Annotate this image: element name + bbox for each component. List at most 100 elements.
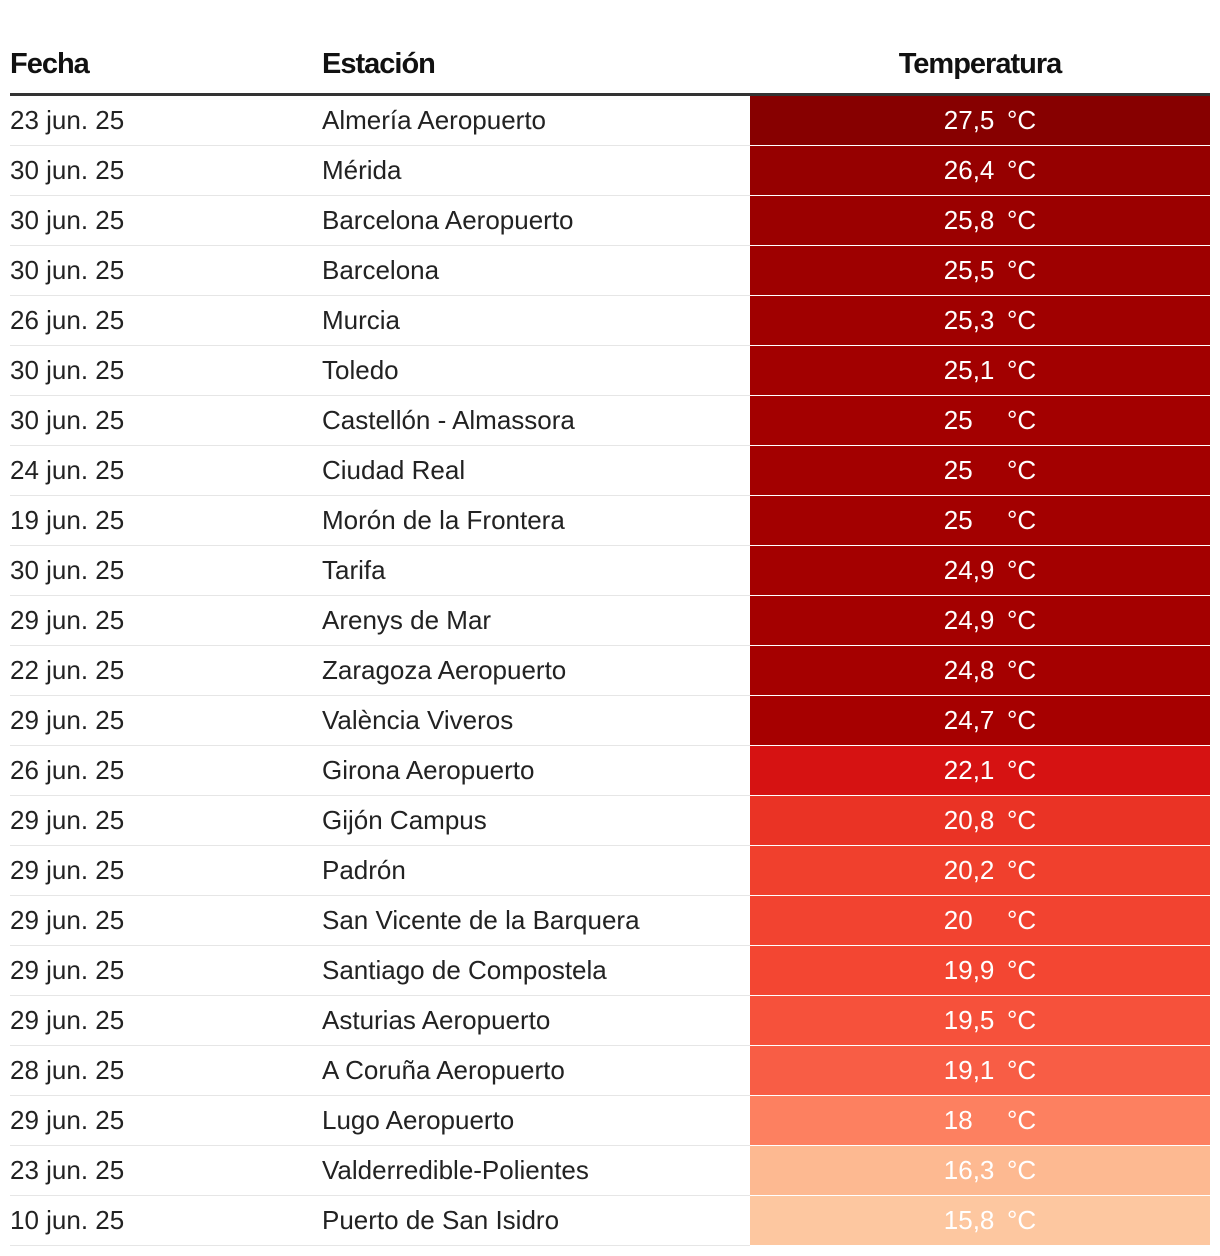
temperature-value: 27,5 °C [944, 105, 1036, 136]
temperature-value: 26,4 °C [944, 155, 1036, 186]
temperature-number: 24,8 [943, 655, 995, 685]
cell-estacion: Barcelona Aeropuerto [322, 195, 750, 246]
cell-temperatura: 19,5 °C [750, 995, 1210, 1046]
temperature-value: 25,8 °C [944, 205, 1036, 236]
cell-estacion: Zaragoza Aeropuerto [322, 645, 750, 696]
cell-fecha: 29 jun. 25 [10, 795, 322, 846]
temperature-number: 20,2 [943, 855, 995, 885]
table-header: Fecha Estación Temperatura [10, 36, 1210, 96]
cell-estacion: Lugo Aeropuerto [322, 1095, 750, 1146]
temperature-unit: °C [1007, 455, 1037, 485]
cell-temperatura: 25,3 °C [750, 295, 1210, 346]
cell-fecha: 24 jun. 25 [10, 445, 322, 496]
cell-temperatura: 24,7 °C [750, 695, 1210, 746]
table-row: 30 jun. 25 Mérida 26,4 °C [10, 145, 1210, 196]
cell-estacion: Valderredible-Polientes [322, 1145, 750, 1196]
temperature-value: 24,9 °C [944, 605, 1036, 636]
table-row: 29 jun. 25 Padrón 20,2 °C [10, 845, 1210, 896]
table-row: 29 jun. 25 Santiago de Compostela 19,9 °C [10, 945, 1210, 996]
cell-temperatura: 27,5 °C [750, 94, 1210, 146]
cell-temperatura: 25,8 °C [750, 195, 1210, 246]
temperature-value: 25,3 °C [944, 305, 1036, 336]
temperature-table-container: Fecha Estación Temperatura 23 jun. 25 Alm… [10, 36, 1210, 1246]
cell-fecha: 30 jun. 25 [10, 395, 322, 446]
cell-temperatura: 24,9 °C [750, 545, 1210, 596]
temperature-unit: °C [1007, 505, 1037, 535]
column-header-estacion[interactable]: Estación [322, 36, 750, 96]
table-row: 30 jun. 25 Barcelona 25,5 °C [10, 245, 1210, 296]
temperature-value: 20,8 °C [944, 805, 1036, 836]
cell-temperatura: 20 °C [750, 895, 1210, 946]
cell-estacion: Arenys de Mar [322, 595, 750, 646]
cell-temperatura: 25 °C [750, 395, 1210, 446]
cell-estacion: València Viveros [322, 695, 750, 746]
temperature-value: 19,5 °C [944, 1005, 1036, 1036]
cell-estacion: Toledo [322, 345, 750, 396]
cell-estacion: Asturias Aeropuerto [322, 995, 750, 1046]
temperature-unit: °C [1007, 255, 1037, 285]
table-row: 29 jun. 25 San Vicente de la Barquera 20 °… [10, 895, 1210, 946]
temperature-unit: °C [1007, 405, 1037, 435]
temperature-value: 18 °C [944, 1105, 1036, 1136]
temperature-number: 24,9 [943, 605, 995, 635]
column-header-temperatura[interactable]: Temperatura [750, 36, 1210, 96]
cell-fecha: 29 jun. 25 [10, 945, 322, 996]
cell-estacion: Gijón Campus [322, 795, 750, 846]
cell-fecha: 19 jun. 25 [10, 495, 322, 546]
table-row: 29 jun. 25 Gijón Campus 20,8 °C [10, 795, 1210, 846]
temperature-number: 25 [943, 505, 973, 535]
cell-fecha: 30 jun. 25 [10, 345, 322, 396]
cell-temperatura: 25 °C [750, 445, 1210, 496]
temperature-value: 24,7 °C [944, 705, 1036, 736]
temperature-unit: °C [1007, 755, 1037, 785]
temperature-unit: °C [1007, 155, 1037, 185]
temperature-value: 25,5 °C [944, 255, 1036, 286]
temperature-unit: °C [1007, 1055, 1037, 1085]
table-row: 29 jun. 25 València Viveros 24,7 °C [10, 695, 1210, 746]
temperature-unit: °C [1007, 955, 1037, 985]
table-body: 23 jun. 25 Almería Aeropuerto 27,5 °C 30 ju… [10, 94, 1210, 1246]
table-row: 22 jun. 25 Zaragoza Aeropuerto 24,8 °C [10, 645, 1210, 696]
temperature-unit: °C [1007, 655, 1037, 685]
temperature-unit: °C [1007, 355, 1037, 385]
temperature-value: 25 °C [944, 455, 1036, 486]
table-row: 26 jun. 25 Girona Aeropuerto 22,1 °C [10, 745, 1210, 796]
cell-fecha: 30 jun. 25 [10, 195, 322, 246]
cell-temperatura: 22,1 °C [750, 745, 1210, 796]
table-row: 26 jun. 25 Murcia 25,3 °C [10, 295, 1210, 346]
cell-temperatura: 19,1 °C [750, 1045, 1210, 1096]
cell-fecha: 22 jun. 25 [10, 645, 322, 696]
temperature-table: Fecha Estación Temperatura 23 jun. 25 Alm… [10, 36, 1210, 1246]
cell-fecha: 30 jun. 25 [10, 545, 322, 596]
cell-fecha: 30 jun. 25 [10, 145, 322, 196]
temperature-number: 25 [943, 455, 973, 485]
temperature-number: 22,1 [943, 755, 995, 785]
cell-fecha: 29 jun. 25 [10, 845, 322, 896]
cell-temperatura: 18 °C [750, 1095, 1210, 1146]
temperature-value: 15,8 °C [944, 1205, 1036, 1236]
cell-fecha: 28 jun. 25 [10, 1045, 322, 1096]
temperature-unit: °C [1007, 905, 1037, 935]
cell-estacion: Castellón - Almassora [322, 395, 750, 446]
cell-estacion: Barcelona [322, 245, 750, 296]
temperature-number: 24,9 [943, 555, 995, 585]
temperature-number: 25 [943, 405, 973, 435]
cell-temperatura: 26,4 °C [750, 145, 1210, 196]
table-row: 23 jun. 25 Almería Aeropuerto 27,5 °C [10, 94, 1210, 146]
cell-fecha: 10 jun. 25 [10, 1195, 322, 1246]
temperature-unit: °C [1007, 1205, 1037, 1235]
cell-fecha: 30 jun. 25 [10, 245, 322, 296]
header-row: Fecha Estación Temperatura [10, 36, 1210, 96]
temperature-value: 24,9 °C [944, 555, 1036, 586]
cell-estacion: Ciudad Real [322, 445, 750, 496]
temperature-value: 25,1 °C [944, 355, 1036, 386]
table-row: 10 jun. 25 Puerto de San Isidro 15,8 °C [10, 1195, 1210, 1246]
temperature-number: 18 [943, 1105, 973, 1135]
table-row: 23 jun. 25 Valderredible-Polientes 16,3 °C [10, 1145, 1210, 1196]
temperature-value: 20 °C [944, 905, 1036, 936]
column-header-fecha[interactable]: Fecha [10, 36, 322, 96]
cell-temperatura: 20,8 °C [750, 795, 1210, 846]
cell-fecha: 26 jun. 25 [10, 295, 322, 346]
temperature-unit: °C [1007, 305, 1037, 335]
cell-temperatura: 25 °C [750, 495, 1210, 546]
